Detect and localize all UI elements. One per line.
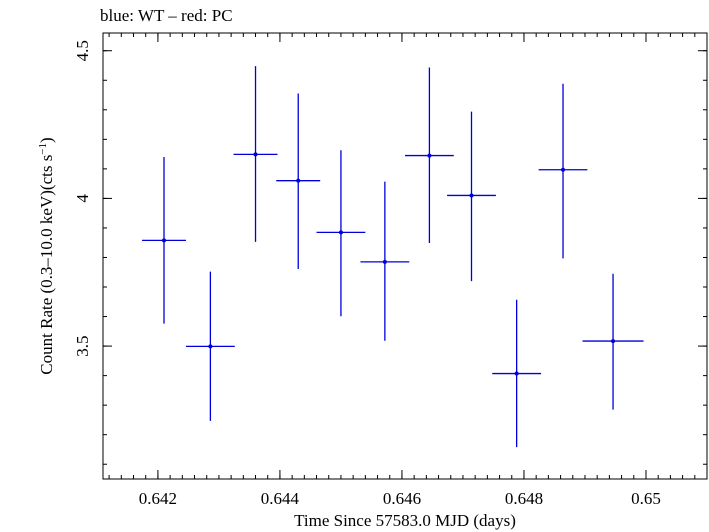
point-marker	[514, 371, 519, 376]
data-point	[276, 93, 321, 269]
y-tick-label: 4	[73, 194, 92, 203]
axis-ticks	[103, 33, 708, 479]
point-marker	[469, 193, 474, 198]
y-tick-labels: 3.5 4 4.5	[73, 40, 92, 357]
point-marker	[382, 259, 387, 264]
point-marker	[611, 339, 616, 344]
x-tick-label: 0.65	[631, 489, 661, 508]
point-marker	[427, 153, 432, 158]
data-point	[316, 150, 366, 317]
data-point	[492, 299, 542, 448]
data-point	[405, 67, 454, 244]
data-point	[185, 271, 235, 421]
y-tick-label: 4.5	[73, 40, 92, 61]
data-points	[142, 66, 644, 448]
y-tick-label: 3.5	[73, 335, 92, 356]
data-point	[538, 83, 588, 259]
point-marker	[296, 178, 301, 183]
x-tick-label: 0.648	[505, 489, 543, 508]
point-marker	[253, 152, 258, 157]
y-axis-label: Count Rate (0.3–10.0 keV)(cts s−1)	[37, 137, 56, 374]
x-axis-label: Time Since 57583.0 MJD (days)	[294, 511, 516, 530]
plot-frame	[102, 32, 708, 480]
point-marker	[561, 167, 566, 172]
x-tick-labels: 0.642 0.644 0.646 0.648 0.65	[139, 489, 661, 508]
data-point	[582, 273, 644, 410]
y-axis-label-exponent: −1	[37, 143, 49, 155]
data-point	[233, 66, 278, 242]
point-marker	[338, 230, 343, 235]
data-point	[142, 157, 186, 324]
point-marker	[208, 344, 213, 349]
x-tick-label: 0.646	[383, 489, 421, 508]
data-point	[360, 181, 410, 341]
point-marker	[162, 238, 167, 243]
x-tick-label: 0.644	[261, 489, 300, 508]
chart-header-caption: blue: WT – red: PC	[100, 6, 233, 25]
y-axis-label-close: )	[37, 137, 56, 143]
x-tick-label: 0.642	[139, 489, 177, 508]
data-point	[447, 111, 496, 282]
y-axis-label-main: Count Rate (0.3–10.0 keV)(cts s	[37, 155, 56, 375]
